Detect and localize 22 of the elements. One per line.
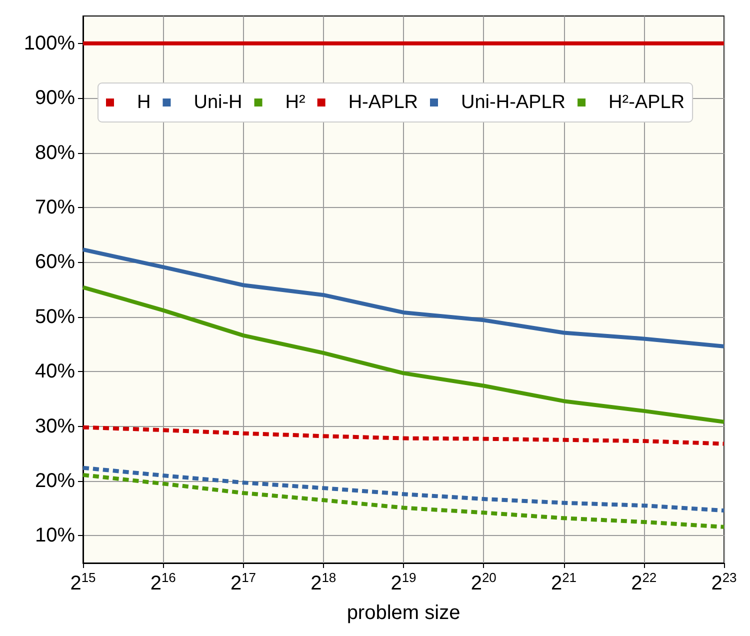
legend-label: Uni-H [194, 92, 242, 113]
line-series [81, 248, 726, 348]
line-series [81, 285, 726, 424]
legend-label: H² [285, 92, 306, 113]
legend-label: H²-APLR [608, 92, 685, 113]
legend-label: H-APLR [348, 92, 418, 113]
y-tick-label: 70% [34, 196, 76, 218]
x-axis-title: problem size [346, 602, 460, 624]
y-tick-label: 40% [34, 360, 76, 383]
legend-label: H [137, 92, 151, 113]
line-series [81, 472, 726, 529]
y-tick-label: 80% [34, 142, 76, 164]
line-series [81, 466, 726, 512]
y-tick-label: 10% [34, 524, 76, 547]
y-tick-label: 50% [34, 306, 76, 328]
y-tick-label: 60% [34, 251, 76, 274]
y-tick-label: 30% [34, 415, 76, 438]
legend-label: Uni-H-APLR [461, 92, 566, 113]
line-series [81, 425, 726, 446]
y-tick-label: 20% [34, 470, 76, 492]
y-tick-label: 90% [34, 87, 76, 110]
y-tick-label: 100% [24, 32, 76, 54]
